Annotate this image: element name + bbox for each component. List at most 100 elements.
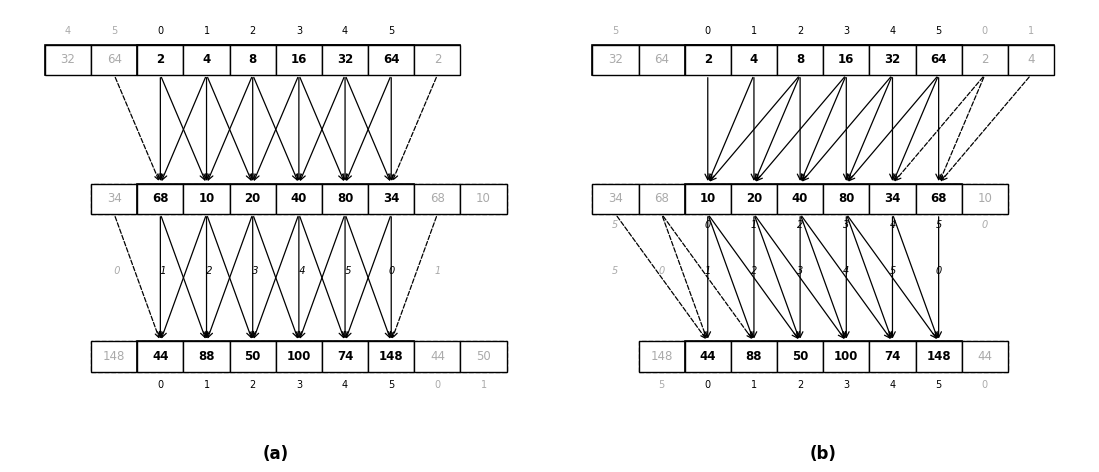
Text: 2: 2 [751, 266, 757, 276]
Text: 2: 2 [797, 219, 803, 229]
Bar [823, 341, 869, 371]
Text: 5: 5 [658, 380, 665, 390]
Bar [137, 341, 414, 371]
Text: 0: 0 [704, 26, 711, 36]
Bar [91, 45, 137, 75]
Bar [91, 184, 507, 214]
Text: 74: 74 [885, 350, 901, 363]
Bar [1008, 45, 1054, 75]
Text: 1: 1 [751, 26, 757, 36]
Text: 5: 5 [338, 266, 352, 276]
Text: 1: 1 [704, 266, 711, 276]
Text: 20: 20 [746, 193, 762, 205]
Text: 10: 10 [977, 193, 992, 205]
Bar [777, 184, 823, 214]
Text: 64: 64 [382, 53, 399, 66]
Text: 5: 5 [612, 26, 619, 36]
Bar [592, 45, 1054, 75]
Text: 4: 4 [202, 53, 211, 66]
Text: 2: 2 [797, 380, 803, 390]
Text: 44: 44 [152, 350, 168, 363]
Bar [731, 45, 777, 75]
Bar [230, 45, 276, 75]
Bar [639, 341, 685, 371]
Text: 44: 44 [977, 350, 992, 363]
Bar [414, 45, 460, 75]
Bar [685, 184, 731, 214]
Text: 3: 3 [843, 380, 850, 390]
Text: 1: 1 [434, 266, 441, 276]
Text: 100: 100 [287, 350, 311, 363]
Text: 5: 5 [935, 26, 942, 36]
Text: 80: 80 [337, 193, 353, 205]
Bar [91, 184, 137, 214]
Text: 32: 32 [885, 53, 900, 66]
Text: 0: 0 [981, 26, 988, 36]
Bar [91, 341, 137, 371]
Bar [276, 45, 322, 75]
Bar [685, 45, 731, 75]
Text: 1: 1 [203, 26, 210, 36]
Text: 16: 16 [839, 53, 855, 66]
Bar [230, 184, 276, 214]
Text: 5: 5 [388, 26, 395, 36]
Text: 5: 5 [612, 266, 619, 276]
Bar [184, 45, 230, 75]
Text: 34: 34 [384, 193, 399, 205]
Text: 68: 68 [152, 193, 168, 205]
Text: 64: 64 [931, 53, 947, 66]
Text: 5: 5 [935, 219, 942, 229]
Text: 1: 1 [154, 266, 167, 276]
Text: 0: 0 [388, 266, 395, 276]
Text: 5: 5 [612, 219, 619, 229]
Bar [137, 45, 184, 75]
Text: 0: 0 [108, 266, 121, 276]
Text: 0: 0 [658, 266, 665, 276]
Bar [45, 45, 91, 75]
Text: 4: 4 [843, 266, 850, 276]
Bar [184, 341, 230, 371]
Text: 50: 50 [792, 350, 808, 363]
Text: 88: 88 [746, 350, 763, 363]
Text: 20: 20 [245, 193, 260, 205]
Bar [184, 184, 230, 214]
Bar [137, 45, 414, 75]
Text: 4: 4 [750, 53, 758, 66]
Text: 100: 100 [834, 350, 858, 363]
Text: 1: 1 [751, 219, 757, 229]
Text: 0: 0 [704, 380, 711, 390]
Text: 34: 34 [885, 193, 901, 205]
Text: 32: 32 [337, 53, 353, 66]
Text: (b): (b) [810, 445, 836, 463]
Bar [368, 45, 414, 75]
Text: 3: 3 [246, 266, 259, 276]
Bar [962, 341, 1008, 371]
Text: 148: 148 [651, 350, 673, 363]
Text: 4: 4 [889, 26, 896, 36]
Text: 4: 4 [65, 26, 71, 36]
Text: 1: 1 [203, 380, 210, 390]
Bar [639, 45, 685, 75]
Bar [322, 45, 368, 75]
Bar [869, 184, 915, 214]
Bar [592, 184, 639, 214]
Text: 34: 34 [608, 193, 623, 205]
Text: 50: 50 [476, 350, 491, 363]
Text: 68: 68 [931, 193, 947, 205]
Bar [639, 184, 685, 214]
Text: 0: 0 [157, 380, 164, 390]
Text: 2: 2 [249, 380, 256, 390]
Bar [137, 184, 414, 214]
Bar [639, 341, 1008, 371]
Bar [962, 184, 1008, 214]
Bar [276, 341, 322, 371]
Bar [368, 341, 414, 371]
Text: (a): (a) [263, 445, 289, 463]
Bar [230, 341, 276, 371]
Text: 4: 4 [889, 219, 896, 229]
Text: 4: 4 [889, 380, 896, 390]
Text: 44: 44 [700, 350, 717, 363]
Text: 10: 10 [700, 193, 715, 205]
Text: 1: 1 [480, 380, 487, 390]
Text: 4: 4 [1028, 53, 1035, 66]
